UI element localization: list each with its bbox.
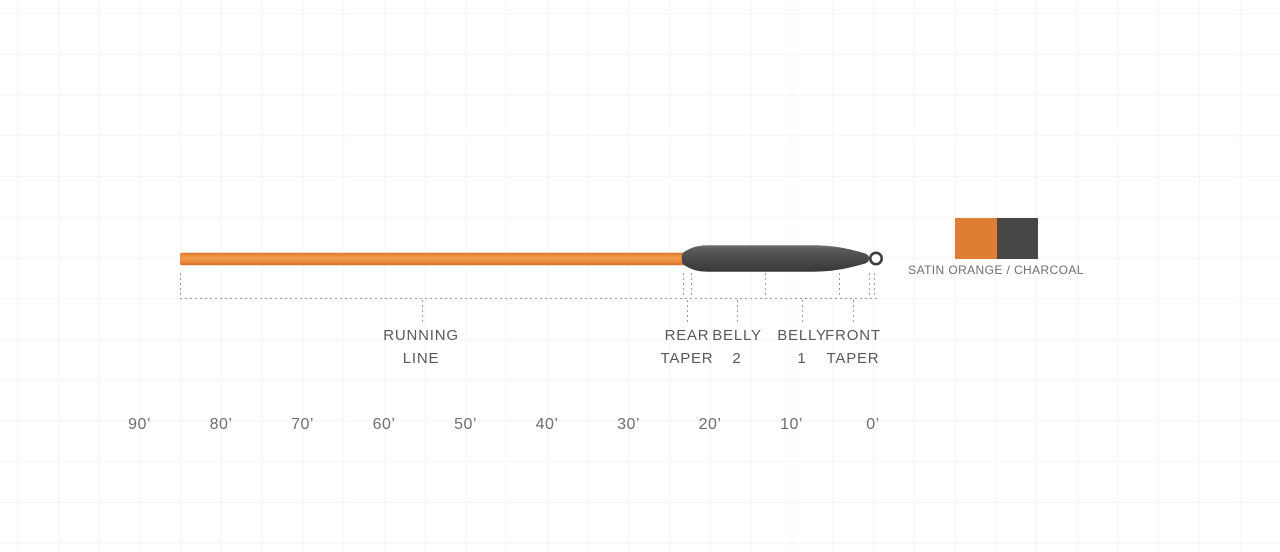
label-line: FRONT — [825, 327, 881, 344]
boundary-tick — [838, 273, 840, 298]
label-tick — [687, 300, 688, 322]
boundary-tick — [869, 273, 870, 298]
scale-tick-60: 60’ — [372, 416, 396, 433]
scale-tick-50: 50’ — [454, 416, 477, 433]
label-line: LINE — [402, 349, 440, 367]
scale-tick-90: 90’ — [128, 416, 151, 433]
label-line: 1 — [797, 349, 807, 367]
label-line: BELLY — [777, 327, 827, 344]
boundary-tick — [179, 273, 181, 298]
scale-tick-20: 20’ — [698, 416, 722, 433]
legend-label: SATIN ORANGE / CHARCOAL — [908, 263, 1084, 277]
legend-swatch-charcoal — [997, 218, 1038, 259]
running-line-segment — [180, 252, 687, 266]
label-front-taper: FRONT TAPER — [825, 325, 881, 370]
legend-swatch-orange — [955, 218, 997, 259]
label-tick — [737, 300, 738, 322]
label-belly-2: BELLY 2 — [712, 325, 762, 370]
scale-tick-10: 10’ — [780, 416, 803, 433]
label-rear-taper: REAR TAPER — [661, 325, 714, 370]
scale-tick-70: 70’ — [291, 416, 314, 433]
label-running-line: RUNNING LINE — [383, 325, 459, 370]
scale-tick-80: 80’ — [209, 416, 233, 433]
boundary-tick — [690, 273, 692, 298]
legend-swatches — [955, 218, 1038, 259]
scale-tick-0: 0’ — [866, 416, 880, 433]
boundary-tick — [873, 273, 875, 298]
label-line: REAR — [664, 327, 710, 344]
label-line: TAPER — [826, 349, 880, 367]
tip-loop-icon — [868, 251, 883, 266]
scale-tick-30: 30’ — [617, 416, 640, 433]
label-line: BELLY — [712, 327, 762, 344]
boundary-tick — [764, 273, 766, 298]
label-line: TAPER — [660, 349, 714, 367]
measure-baseline — [180, 297, 878, 299]
label-tick — [853, 300, 854, 322]
label-line: RUNNING — [383, 327, 459, 344]
boundary-tick — [682, 273, 684, 298]
head-segment — [681, 245, 870, 272]
label-tick — [802, 300, 803, 322]
label-line: 2 — [732, 349, 742, 367]
color-legend: SATIN ORANGE / CHARCOAL — [908, 218, 1083, 277]
scale-tick-40: 40’ — [535, 416, 559, 433]
label-tick — [421, 300, 423, 322]
label-belly-1: BELLY 1 — [777, 325, 827, 370]
